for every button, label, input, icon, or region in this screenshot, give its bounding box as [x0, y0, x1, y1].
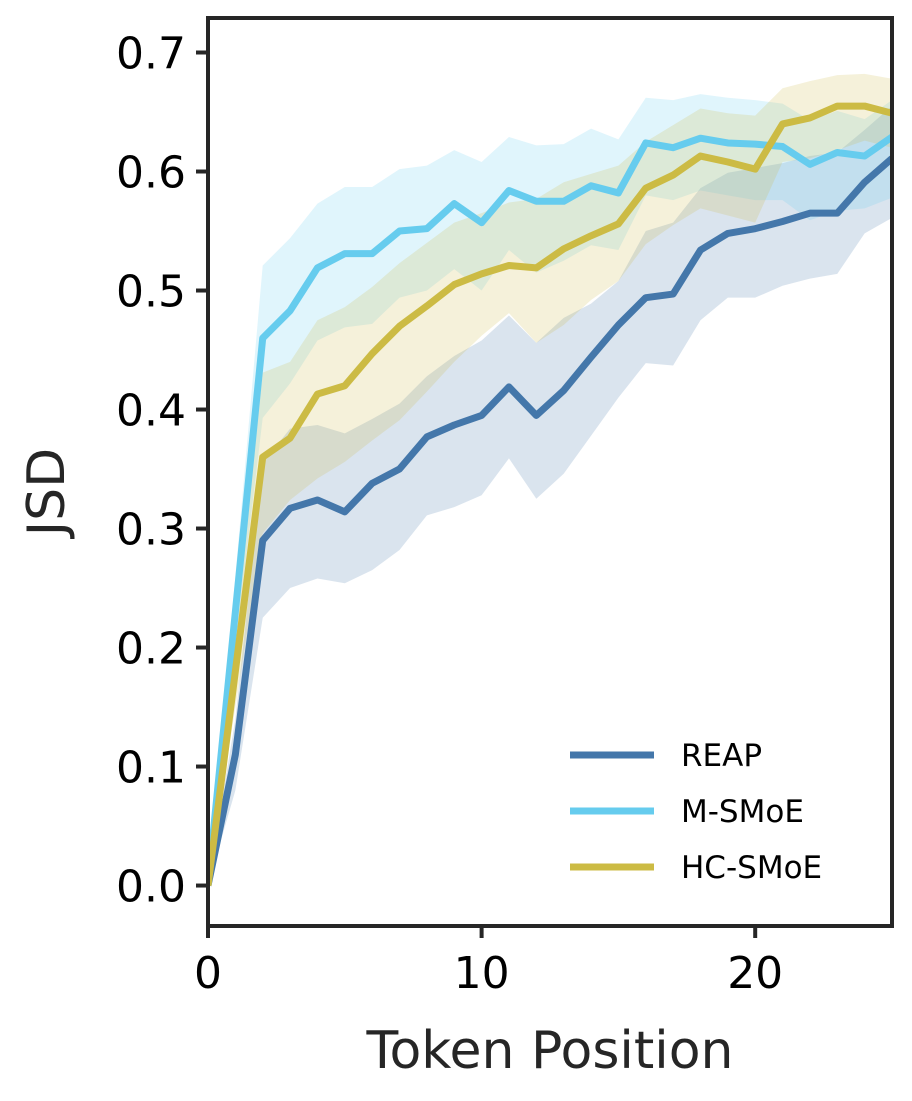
- y-tick-label: 0.7: [116, 29, 186, 80]
- y-tick-label: 0.6: [116, 148, 186, 199]
- line-m-smoe: [208, 134, 892, 886]
- line-hc-smoe: [208, 102, 892, 886]
- y-axis-ticks: 0.0 0.1 0.2 0.3 0.4 0.5 0.6 0.7: [116, 29, 208, 913]
- confidence-bands: [208, 73, 892, 886]
- y-tick-label: 0.4: [116, 386, 186, 437]
- y-axis-label: JSD: [17, 448, 77, 539]
- x-tick-label: 20: [727, 948, 783, 999]
- plot-frame: [206, 16, 894, 928]
- y-tick-label: 0.5: [116, 267, 186, 318]
- band-reap: [208, 106, 892, 886]
- y-tick-label: 0.2: [116, 624, 186, 675]
- y-tick-label: 0.3: [116, 505, 186, 556]
- legend-item-reap: REAP: [570, 738, 762, 774]
- line-reap: [208, 155, 892, 887]
- x-axis-label: Token Position: [366, 1021, 734, 1081]
- legend-label: HC-SMoE: [681, 850, 822, 886]
- band-hc-smoe: [208, 73, 892, 886]
- legend-item-m-smoe: M-SMoE: [570, 794, 804, 830]
- legend: REAP M-SMoE HC-SMoE: [570, 738, 822, 886]
- x-tick-label: 10: [454, 948, 510, 999]
- y-tick-label: 0.0: [116, 862, 186, 913]
- legend-item-hc-smoe: HC-SMoE: [570, 850, 822, 886]
- band-m-smoe: [208, 94, 892, 886]
- legend-label: M-SMoE: [681, 794, 804, 830]
- x-tick-label: 0: [194, 948, 222, 999]
- y-tick-label: 0.1: [116, 743, 186, 794]
- x-axis-ticks: 0 10 20: [194, 926, 783, 999]
- legend-label: REAP: [681, 738, 762, 774]
- series-lines: [208, 102, 892, 887]
